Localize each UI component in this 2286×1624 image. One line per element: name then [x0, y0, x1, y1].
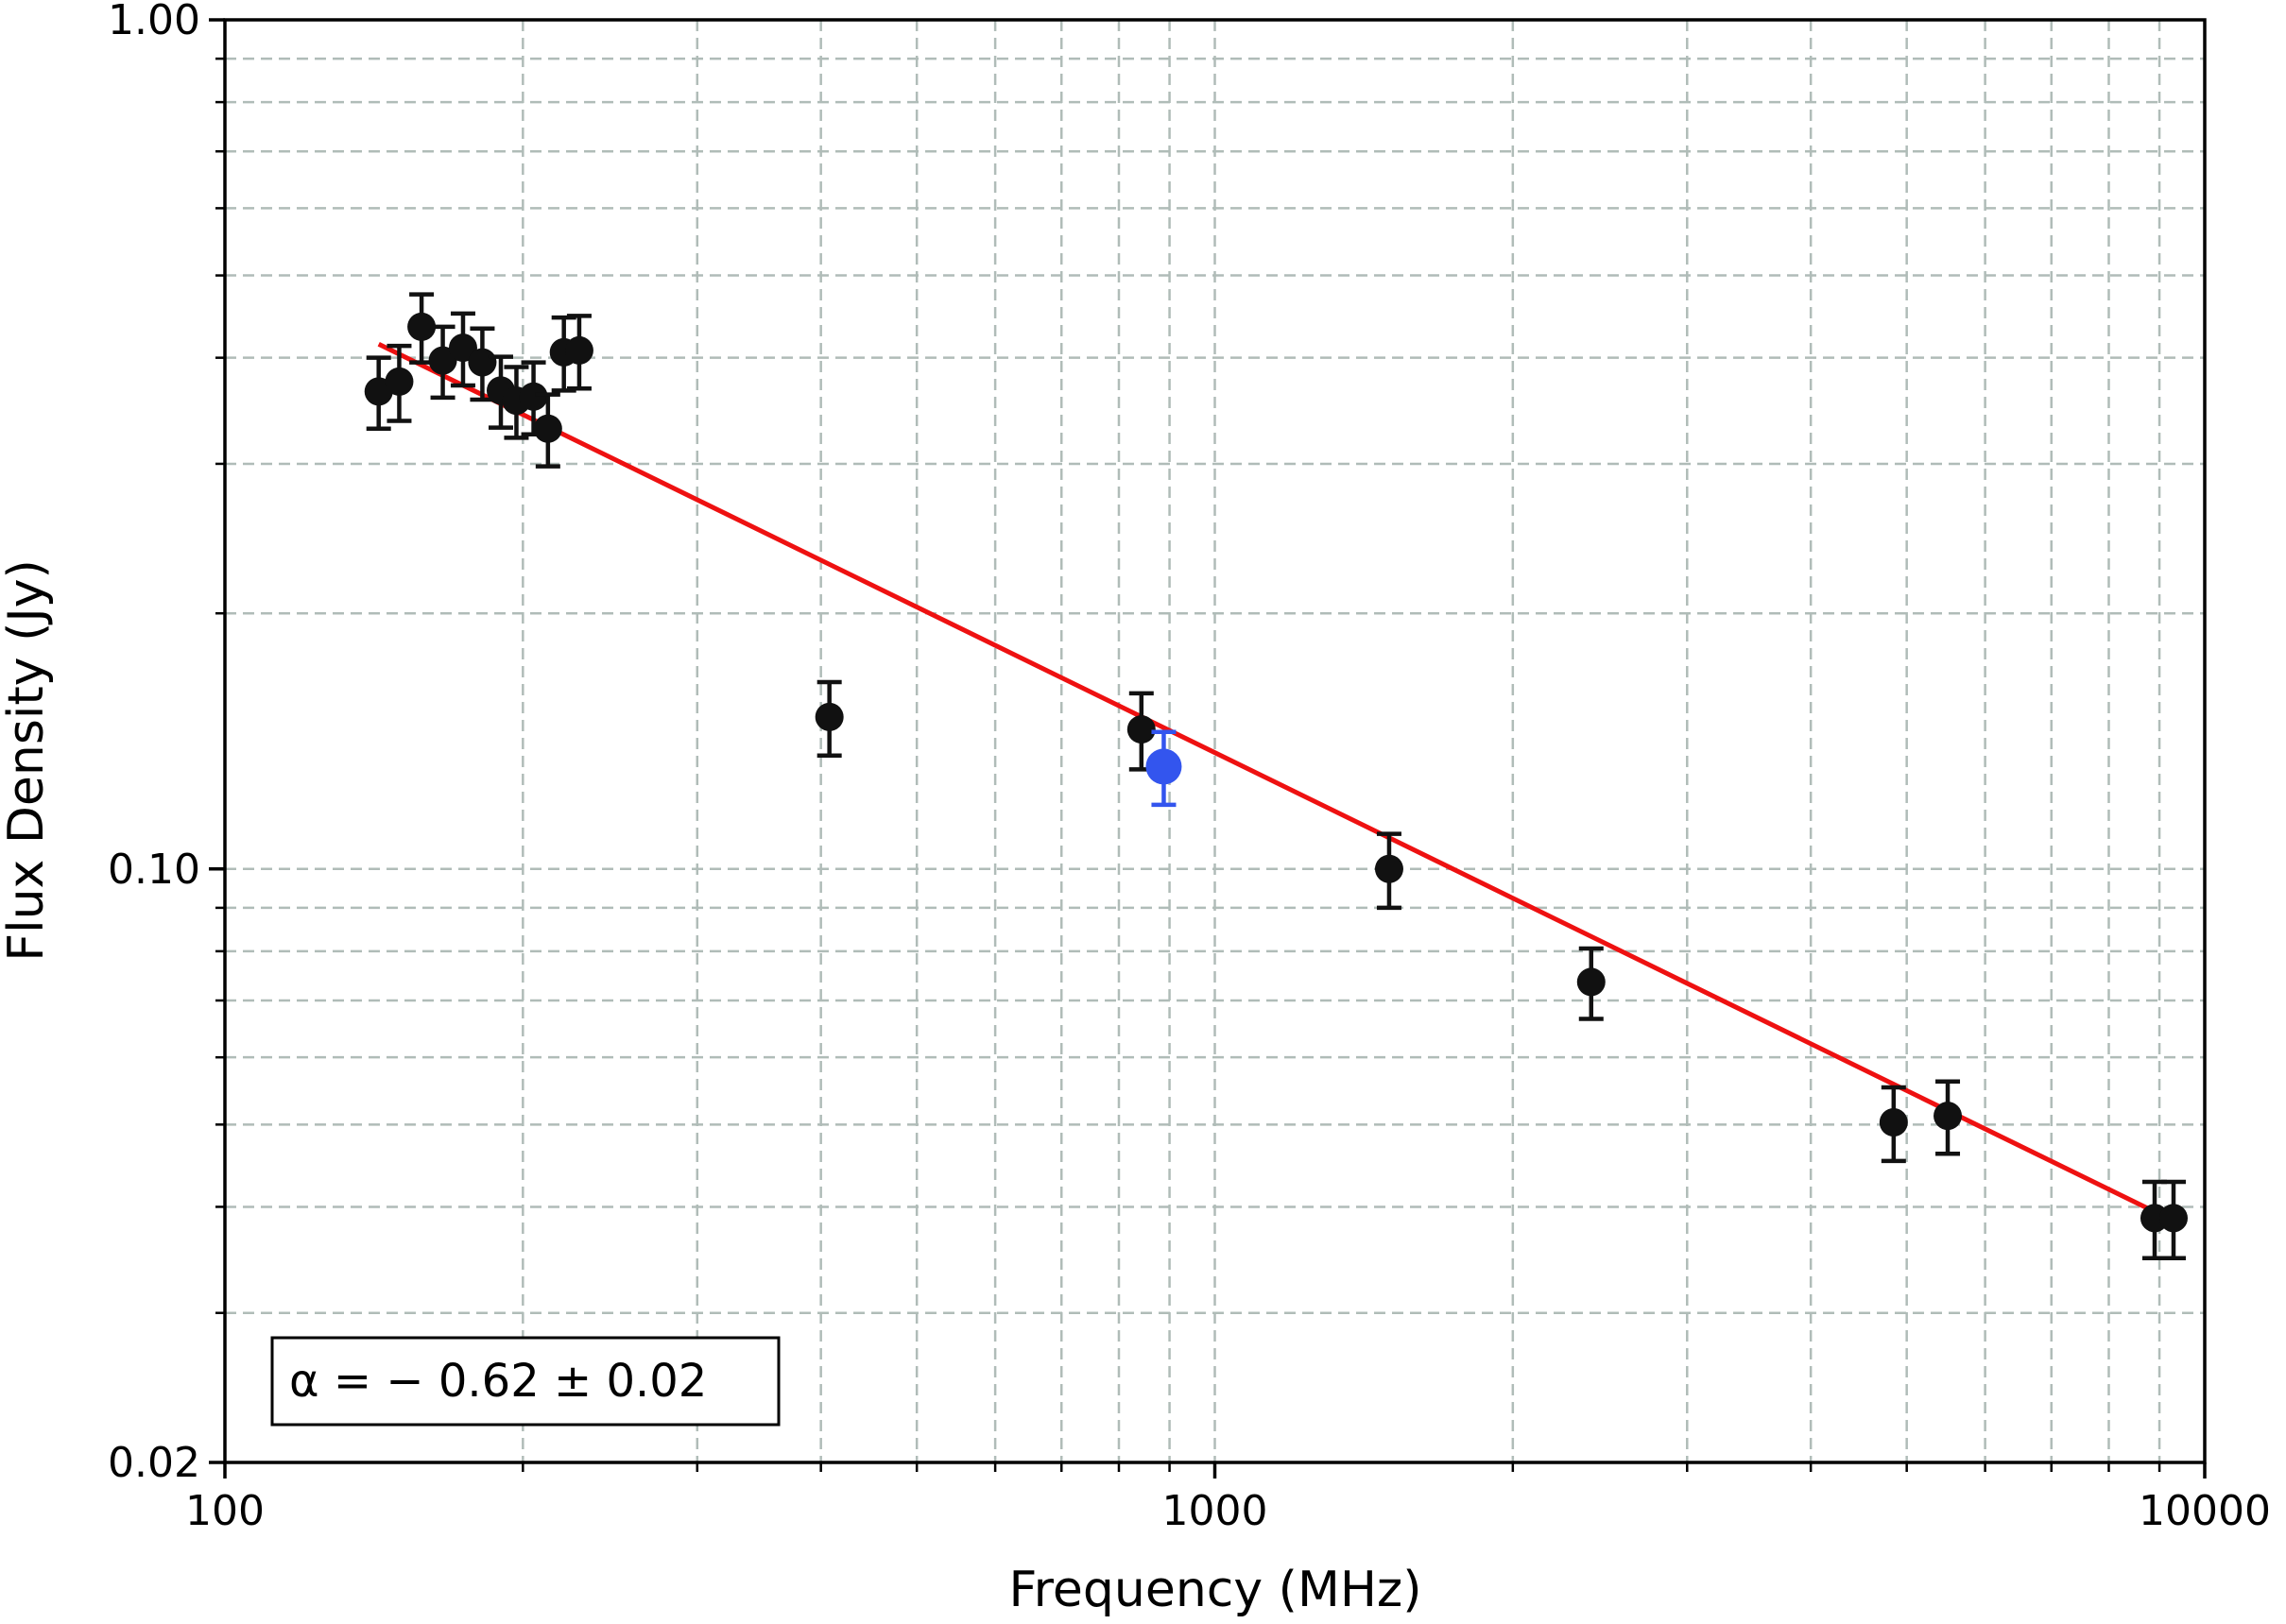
data-point	[2158, 1179, 2188, 1261]
data-marker	[564, 335, 593, 365]
y-tick-label: 0.10	[108, 846, 200, 894]
data-point	[1879, 1085, 1908, 1164]
grid-lines	[225, 20, 2205, 1462]
spectral-index-annotation: α = − 0.62 ± 0.02	[289, 1355, 707, 1408]
data-marker	[1126, 715, 1156, 744]
data-points-layer	[364, 292, 2188, 1261]
y-tick-label: 0.02	[108, 1439, 200, 1487]
axis-labels: Frequency (MHz) Flux Density (Jy)	[0, 559, 1422, 1618]
data-point	[564, 314, 593, 391]
data-point	[407, 292, 437, 365]
data-marker	[407, 312, 437, 341]
x-axis-label: Frequency (MHz)	[1009, 1562, 1422, 1618]
data-marker	[1374, 854, 1403, 883]
data-marker	[2158, 1204, 2188, 1233]
data-marker	[448, 333, 477, 363]
data-point	[1576, 946, 1606, 1021]
data-marker	[1576, 967, 1606, 997]
data-point	[815, 679, 844, 759]
data-marker	[1934, 1102, 1963, 1131]
data-marker	[519, 382, 548, 411]
data-marker	[385, 367, 414, 396]
y-tick-label: 1.00	[108, 0, 200, 44]
data-point	[502, 365, 531, 440]
data-point	[448, 311, 477, 388]
fit-line	[377, 342, 2175, 1223]
data-point	[1934, 1079, 1963, 1156]
fit-line-layer	[377, 342, 2175, 1223]
data-marker	[533, 414, 562, 443]
data-point	[385, 343, 414, 423]
axes: 100 1000 10000 1.00 0.10 0.02	[108, 0, 2271, 1535]
data-marker	[468, 348, 497, 377]
y-axis-label: Flux Density (Jy)	[0, 559, 55, 962]
data-point	[533, 392, 562, 469]
data-marker	[1879, 1108, 1908, 1137]
data-point	[1126, 691, 1156, 772]
x-tick-label: 10000	[2139, 1487, 2271, 1535]
data-point	[1374, 831, 1403, 911]
data-marker	[428, 346, 457, 375]
data-marker	[815, 702, 844, 731]
annotation-box: α = − 0.62 ± 0.02	[270, 1336, 781, 1427]
data-point	[428, 324, 457, 401]
highlight-data-point	[1145, 729, 1182, 808]
annotation-frame	[270, 1336, 781, 1427]
x-tick-label: 100	[185, 1487, 265, 1535]
x-tick-label: 1000	[1162, 1487, 1268, 1535]
data-marker	[1145, 748, 1182, 785]
